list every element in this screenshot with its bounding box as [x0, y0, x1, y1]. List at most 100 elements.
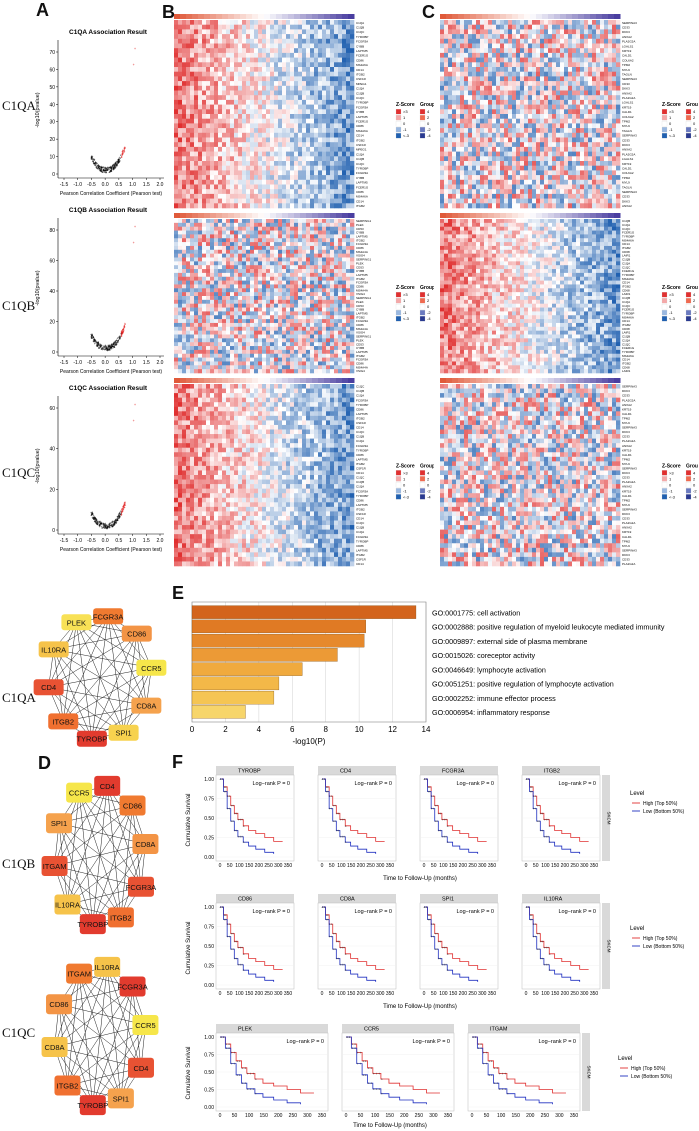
heatmap-cell: [326, 24, 331, 30]
scatter-point: +: [112, 342, 114, 346]
heatmap-cell: [210, 189, 215, 195]
heatmap-cell: [266, 81, 271, 87]
heatmap-cell: [524, 20, 529, 25]
group-bar-cell: [560, 14, 567, 19]
heatmap-cell: [198, 52, 203, 58]
heatmap-cell: [174, 90, 179, 96]
heatmap-cell: [186, 123, 191, 129]
heatmap-cell: [202, 198, 207, 204]
group-legend-label: -4: [427, 133, 431, 138]
heatmap-cell: [198, 114, 203, 119]
heatmap-cell: [246, 198, 251, 204]
heatmap-cell: [330, 170, 335, 176]
scatter-point: +: [108, 168, 110, 172]
heatmap-cell: [274, 230, 279, 235]
heatmap-cell: [258, 52, 263, 58]
heatmap-cell: [540, 62, 545, 68]
heatmap-cell: [532, 118, 537, 124]
heatmap-cell: [190, 20, 195, 25]
heatmap-cell: [616, 151, 621, 157]
heatmap-cell: [238, 203, 243, 209]
heatmap-cell: [234, 52, 239, 58]
heatmap-cell: [182, 226, 187, 231]
heatmap-cell: [596, 67, 601, 72]
heatmap-cell: [330, 85, 335, 91]
heatmap-cell: [226, 170, 231, 176]
heatmap-cell: [334, 104, 339, 110]
heatmap-cell: [524, 184, 529, 190]
heatmap-cell: [218, 219, 223, 224]
heatmap-cell: [202, 104, 207, 110]
heatmap-cell: [206, 104, 211, 110]
heatmap-cell: [528, 29, 533, 35]
heatmap-cell: [616, 57, 621, 63]
heatmap-cell: [302, 34, 307, 40]
scatter-point: +: [121, 330, 123, 334]
heatmap-cell: [286, 123, 291, 129]
heatmap-cell: [456, 175, 461, 181]
heatmap-cell: [552, 62, 557, 68]
heatmap-cell: [226, 48, 231, 54]
group-bar-cell: [258, 213, 265, 218]
heatmap-cell: [206, 222, 211, 227]
heatmap-cell: [540, 57, 545, 63]
scatter-point: +: [99, 522, 101, 526]
heatmap-cell: [222, 198, 227, 204]
heatmap-cell: [266, 142, 271, 148]
heatmap-cell: [182, 230, 187, 235]
heatmap-cell: [492, 165, 497, 171]
heatmap-cell: [226, 38, 231, 44]
scatter-point: +: [113, 341, 115, 345]
heatmap-cell: [270, 34, 275, 40]
heatmap-cell: [596, 114, 601, 119]
scatter-point: +: [112, 523, 114, 527]
heatmap-cell: [210, 76, 215, 82]
scatter-point: +: [105, 169, 107, 173]
heatmap-cell: [254, 71, 259, 77]
heatmap-cell: [274, 175, 279, 181]
scatter-point: +: [101, 170, 103, 174]
heatmap-cell: [548, 24, 553, 30]
heatmap-cell: [346, 128, 351, 134]
heatmap-cell: [540, 151, 545, 157]
heatmap-cell: [286, 184, 291, 190]
heatmap-cell: [318, 137, 323, 143]
heatmap-cell: [198, 95, 203, 101]
heatmap-cell: [612, 184, 617, 190]
heatmap-cell: [342, 123, 347, 129]
heatmap-cell: [544, 123, 549, 129]
heatmap-cell: [528, 118, 533, 124]
heatmap-cell: [350, 198, 355, 204]
heatmap-cell: [452, 71, 457, 77]
scatter-point: +: [96, 523, 98, 527]
scatter-point: +: [100, 522, 102, 526]
scatter-point: +: [91, 155, 93, 159]
heatmap-cell: [282, 52, 287, 58]
heatmap-cell: [194, 85, 199, 91]
heatmap-cell: [480, 123, 485, 129]
heatmap-cell: [544, 76, 549, 82]
group-bar-cell: [324, 213, 331, 218]
heatmap-cell: [560, 48, 565, 54]
heatmap-cell: [210, 238, 215, 243]
zscore-legend-swatch: [661, 133, 668, 139]
heatmap-cell: [262, 203, 267, 209]
heatmap-cell: [616, 109, 621, 115]
heatmap-cell: [186, 99, 191, 105]
gene-label: FCER1G: [356, 185, 369, 189]
heatmap-cell: [286, 57, 291, 63]
scatter-point: +: [112, 344, 114, 348]
scatter-point: +: [119, 159, 121, 163]
heatmap-cell: [444, 62, 449, 68]
heatmap-cell: [500, 85, 505, 91]
heatmap-cell: [604, 20, 609, 25]
heatmap-cell: [238, 156, 243, 162]
heatmap-cell: [326, 99, 331, 105]
scatter-point: +: [91, 336, 93, 340]
heatmap-cell: [448, 43, 453, 49]
scatter-point: +: [101, 347, 103, 351]
heatmap-cell: [480, 76, 485, 82]
heatmap-cell: [496, 123, 501, 129]
scatter-point: +: [118, 161, 120, 165]
heatmap-cell: [318, 48, 323, 54]
